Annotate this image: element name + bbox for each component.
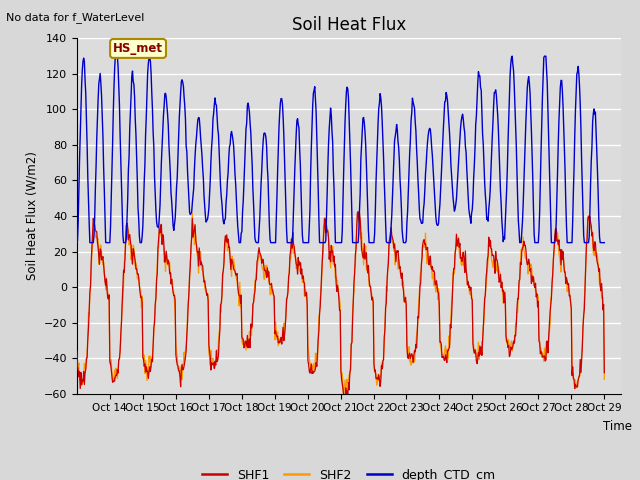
SHF1 — [341, 399, 349, 405]
Line: SHF1: SHF1 — [77, 212, 604, 402]
SHF1 — [355, 209, 362, 215]
SHF1 — [135, 275, 143, 280]
depth_CTD_cm — [259, 149, 266, 155]
SHF1 — [396, 264, 404, 269]
SHF2 — [73, 354, 81, 360]
Text: No data for f_WaterLevel: No data for f_WaterLevel — [6, 12, 145, 23]
Title: Soil Heat Flux: Soil Heat Flux — [292, 16, 406, 34]
SHF2 — [353, 210, 361, 216]
X-axis label: Time: Time — [603, 420, 632, 433]
Line: SHF2: SHF2 — [77, 213, 604, 397]
depth_CTD_cm — [111, 53, 119, 59]
SHF2 — [600, 376, 608, 382]
depth_CTD_cm — [136, 233, 143, 239]
depth_CTD_cm — [396, 157, 403, 163]
depth_CTD_cm — [425, 128, 433, 133]
Text: HS_met: HS_met — [113, 42, 163, 55]
depth_CTD_cm — [73, 240, 81, 246]
SHF2 — [396, 269, 404, 275]
SHF2 — [232, 271, 239, 277]
SHF1 — [73, 348, 81, 354]
SHF1 — [232, 272, 239, 277]
depth_CTD_cm — [600, 240, 608, 246]
SHF2 — [426, 257, 433, 263]
SHF1 — [426, 258, 433, 264]
SHF2 — [340, 394, 348, 400]
SHF2 — [278, 335, 285, 341]
Y-axis label: Soil Heat Flux (W/m2): Soil Heat Flux (W/m2) — [25, 152, 38, 280]
Line: depth_CTD_cm: depth_CTD_cm — [77, 56, 604, 243]
depth_CTD_cm — [278, 101, 286, 107]
Legend: SHF1, SHF2, depth_CTD_cm: SHF1, SHF2, depth_CTD_cm — [197, 464, 500, 480]
SHF1 — [600, 370, 608, 375]
depth_CTD_cm — [232, 197, 240, 203]
SHF2 — [135, 275, 143, 281]
SHF1 — [278, 341, 285, 347]
SHF1 — [258, 260, 266, 266]
SHF2 — [258, 264, 266, 269]
